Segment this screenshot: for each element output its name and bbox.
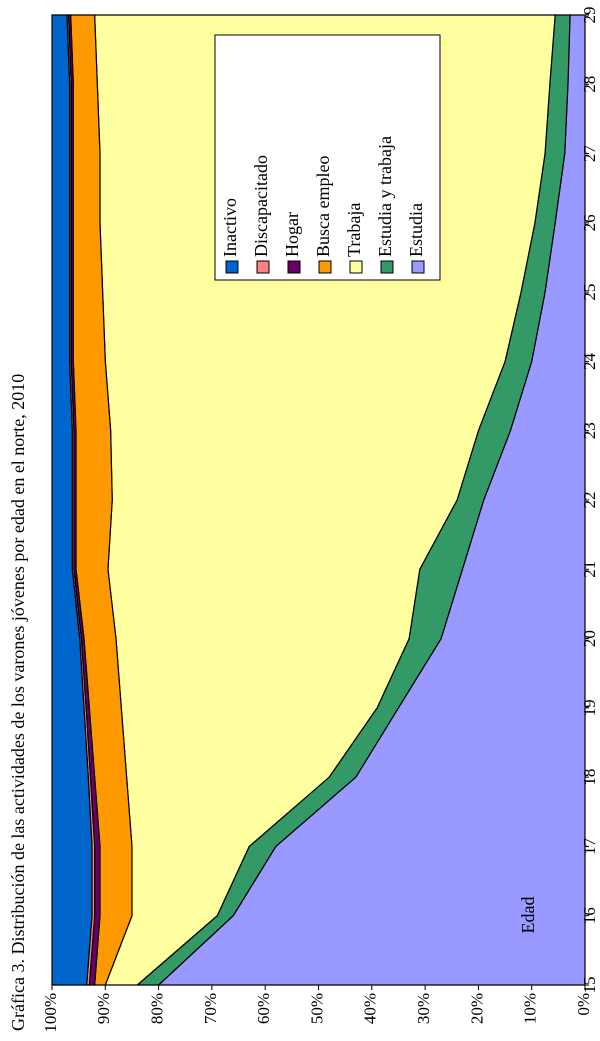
legend-swatch — [225, 260, 239, 274]
legend-label: Hogar — [282, 212, 302, 257]
y-tick-label: 40% — [361, 993, 380, 1024]
x-tick-label: 29 — [580, 7, 599, 24]
x-tick-label: 18 — [580, 769, 599, 786]
y-tick-label: 20% — [467, 993, 486, 1024]
x-tick-label: 28 — [580, 76, 599, 93]
rotated-chart: Gráfica 3. Distribución de las actividad… — [8, 7, 599, 1033]
y-tick-label: 0% — [574, 993, 593, 1016]
legend-box — [214, 34, 441, 281]
legend-label: Discapacitado — [251, 155, 271, 257]
legend: Inactivo Discapacitado Hogar Busca empleo Tr… — [214, 34, 441, 281]
legend-swatch — [287, 260, 301, 274]
y-tick-label: 100% — [41, 993, 60, 1033]
x-axis-label: Edad — [518, 897, 538, 934]
legend-swatch — [349, 260, 363, 274]
x-tick-label: 17 — [580, 837, 599, 855]
legend-label: Trabaja — [344, 203, 364, 257]
legend-label: Busca empleo — [313, 156, 333, 257]
legend-label: Estudia — [406, 203, 426, 257]
x-tick-label: 22 — [580, 492, 599, 509]
y-tick-label: 80% — [148, 993, 167, 1024]
legend-swatch — [380, 260, 394, 274]
x-tick-label: 23 — [580, 422, 599, 439]
x-tick-label: 19 — [580, 699, 599, 716]
y-tick-label: 10% — [521, 993, 540, 1024]
y-tick-label: 90% — [94, 993, 113, 1024]
legend-label: Estudia y trabaja — [375, 136, 395, 257]
y-tick-label: 50% — [307, 993, 326, 1024]
x-tick-label: 21 — [580, 561, 599, 578]
x-tick-label: 16 — [580, 907, 599, 924]
x-tick-label: 26 — [580, 214, 599, 231]
x-tick-label: 20 — [580, 630, 599, 647]
y-tick-label: 60% — [254, 993, 273, 1024]
y-tick-label: 30% — [414, 993, 433, 1024]
legend-swatch — [411, 260, 425, 274]
x-tick-label: 15 — [580, 977, 599, 994]
x-tick-label: 27 — [580, 145, 599, 163]
chart-title: Gráfica 3. Distribución de las actividad… — [8, 374, 28, 1031]
legend-label: Inactivo — [220, 198, 240, 257]
x-tick-label: 24 — [580, 352, 599, 370]
y-tick-label: 70% — [201, 993, 220, 1024]
x-tick-label: 25 — [580, 284, 599, 301]
legend-swatch — [318, 260, 332, 274]
legend-swatch — [256, 260, 270, 274]
